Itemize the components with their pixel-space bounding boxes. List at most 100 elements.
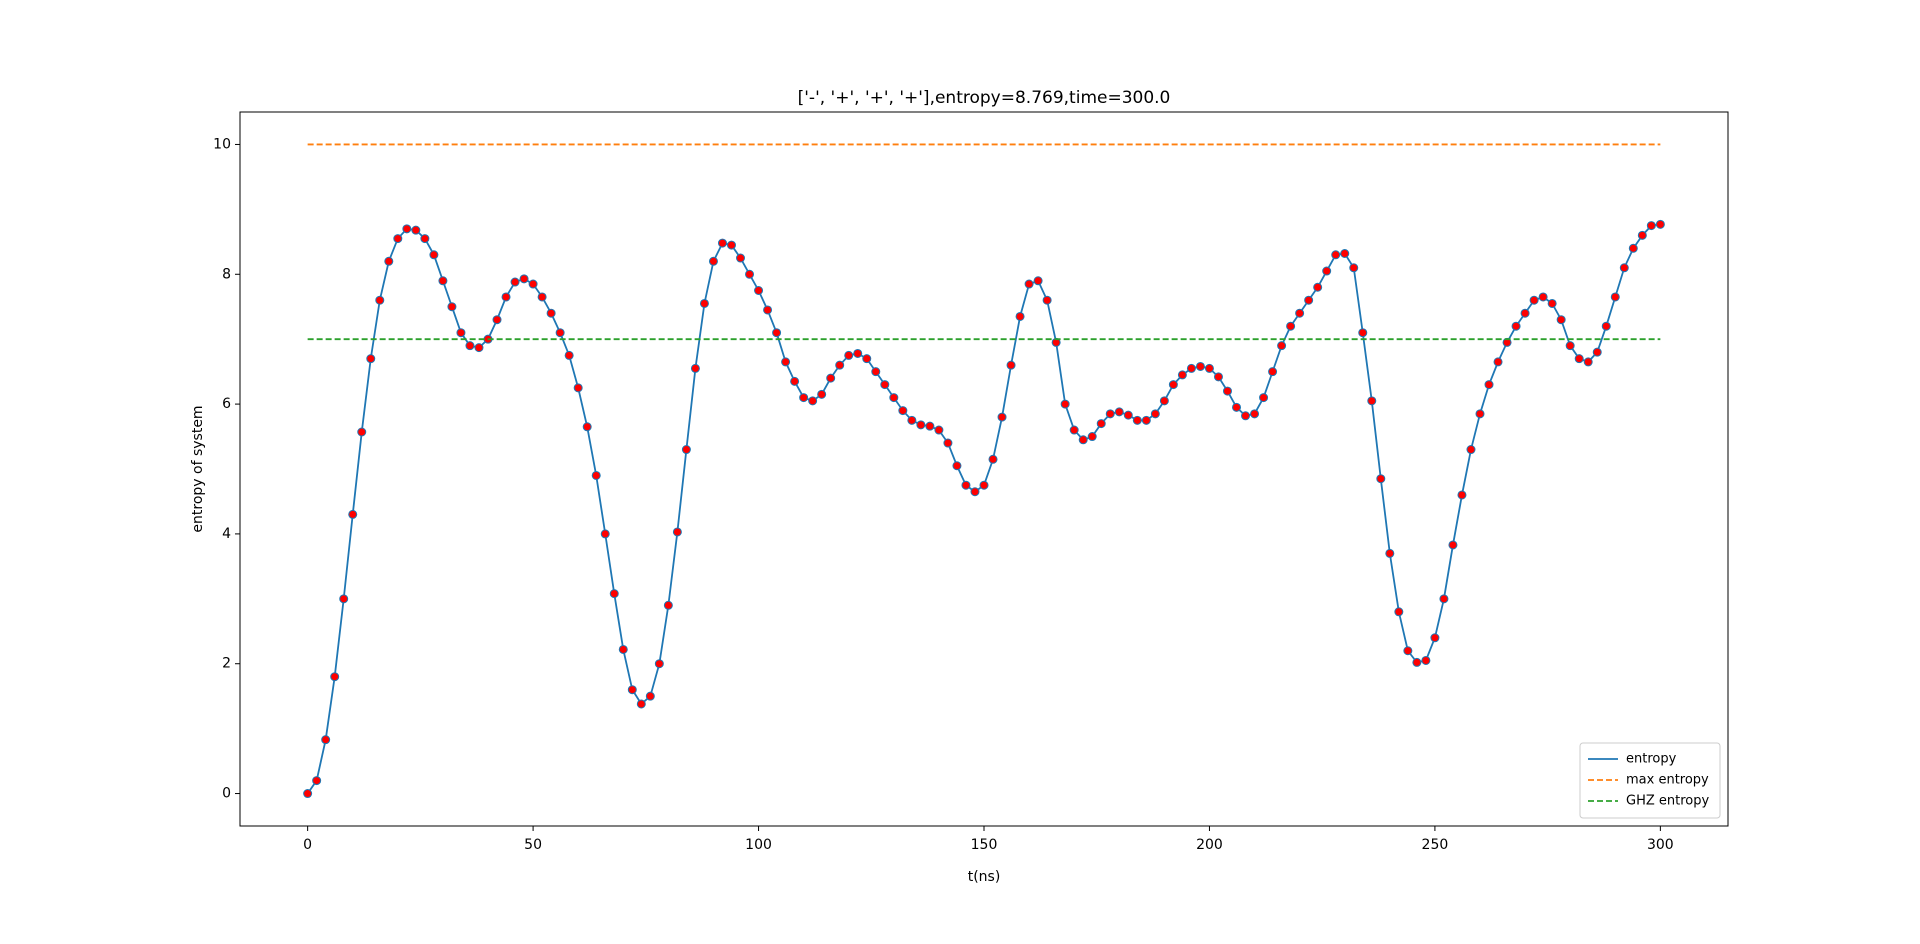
data-point [1123,410,1133,420]
data-point [636,699,646,709]
data-point [393,234,403,244]
data-point [907,415,917,425]
data-point [654,659,664,669]
data-point [1421,655,1431,665]
data-point [1024,279,1034,289]
data-point [1331,250,1341,260]
x-tick-label: 300 [1647,837,1674,853]
data-point [645,691,655,701]
x-tick-label: 100 [745,837,772,853]
data-point [808,396,818,406]
y-tick-label: 10 [213,136,231,152]
data-point [1060,399,1070,409]
x-tick-label: 150 [971,837,998,853]
data-point [600,529,610,539]
data-point [790,376,800,386]
data-point [1565,341,1575,351]
data-point [1277,341,1287,351]
data-point [384,256,394,266]
data-point [1286,321,1296,331]
data-point [1475,409,1485,419]
data-point [1186,363,1196,373]
data-point [303,789,313,799]
data-point [934,425,944,435]
data-point [745,269,755,279]
data-point [411,225,421,235]
data-point [1250,409,1260,419]
data-point [1232,402,1242,412]
data-point [429,250,439,260]
data-point [871,367,881,377]
data-point [1150,409,1160,419]
data-point [970,487,980,497]
y-tick-label: 8 [222,266,231,282]
data-point [1213,372,1223,382]
data-point [1637,230,1647,240]
data-point [1168,380,1178,390]
legend-box [1579,742,1721,819]
data-point [456,328,466,338]
data-point [1132,415,1142,425]
data-point [1105,409,1115,419]
data-point [1322,266,1332,276]
data-point [1412,657,1422,667]
data-point [1610,292,1620,302]
data-point [826,373,836,383]
data-point [961,480,971,490]
data-point [402,224,412,234]
data-point [1304,295,1314,305]
data-point [663,600,673,610]
data-point [591,470,601,480]
legend-label: max entropy [1626,773,1709,788]
data-point [555,328,565,338]
data-point [1313,282,1323,292]
data-point [1033,276,1043,286]
data-point [1574,354,1584,364]
data-point [916,420,926,430]
data-point [672,527,682,537]
data-point [781,357,791,367]
data-point [1141,415,1151,425]
data-point [492,315,502,325]
data-point [1349,263,1359,273]
data-point [1204,363,1214,373]
data-point [835,360,845,370]
data-point [546,308,556,318]
data-point [1159,396,1169,406]
data-point [1493,357,1503,367]
data-point [1556,315,1566,325]
data-point [1628,243,1638,253]
data-point [1006,360,1016,370]
data-point [438,276,448,286]
data-point [754,286,764,295]
data-point [618,644,628,654]
data-point [1259,393,1269,403]
data-point [366,354,376,364]
y-tick-label: 4 [222,526,231,542]
data-point [420,234,430,244]
x-tick-label: 250 [1422,837,1449,853]
data-point [717,238,727,248]
data-point [1466,445,1476,455]
data-point [726,240,736,250]
data-point [1015,311,1025,321]
data-point [853,348,863,358]
data-point [1268,367,1278,377]
chart-title: ['-', '+', '+', '+'],entropy=8.769,time=… [798,88,1171,108]
plot-frame [239,111,1729,827]
data-point [898,406,908,416]
data-point [573,383,583,393]
data-point [564,350,574,360]
data-point [1619,263,1629,273]
x-tick-label: 200 [1196,837,1223,853]
data-point [582,422,592,432]
data-point [1529,295,1539,305]
data-point [1646,221,1656,231]
data-point [1376,474,1386,484]
data-point [736,253,746,263]
data-point [1655,219,1665,229]
data-point [862,354,872,364]
data-point [817,389,827,399]
data-point [889,393,899,403]
